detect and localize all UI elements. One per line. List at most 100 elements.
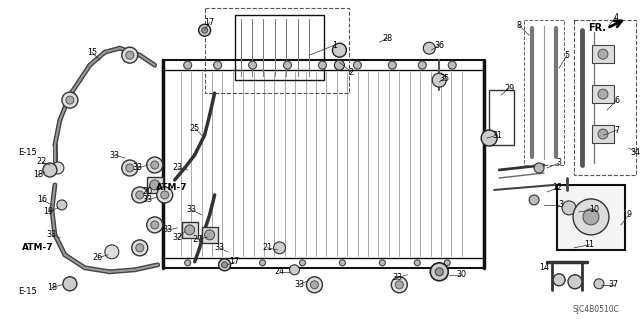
Text: 15: 15 <box>87 48 97 57</box>
Circle shape <box>157 187 173 203</box>
Text: 33: 33 <box>110 151 120 160</box>
Circle shape <box>273 242 285 254</box>
Bar <box>182 222 198 238</box>
Text: 1: 1 <box>332 41 337 50</box>
Circle shape <box>529 195 539 205</box>
Text: 33: 33 <box>143 196 153 204</box>
Circle shape <box>122 160 138 176</box>
Circle shape <box>307 277 323 293</box>
Circle shape <box>414 260 420 266</box>
Circle shape <box>319 61 326 69</box>
Circle shape <box>448 61 456 69</box>
Circle shape <box>432 73 446 87</box>
Circle shape <box>161 191 169 199</box>
Circle shape <box>598 89 608 99</box>
Text: 18: 18 <box>47 283 57 292</box>
Circle shape <box>43 163 57 177</box>
Text: 11: 11 <box>584 240 594 249</box>
Text: 18: 18 <box>33 170 43 180</box>
Bar <box>235 15 324 80</box>
Circle shape <box>435 268 444 276</box>
Circle shape <box>391 277 407 293</box>
Text: 22: 22 <box>37 158 47 167</box>
Text: 24: 24 <box>275 267 285 276</box>
Text: 33: 33 <box>47 230 57 239</box>
Text: SJC4B0510C: SJC4B0510C <box>572 305 619 314</box>
Circle shape <box>214 61 221 69</box>
Text: 14: 14 <box>539 263 549 272</box>
Text: 7: 7 <box>614 126 620 135</box>
Circle shape <box>66 96 74 104</box>
Circle shape <box>136 191 144 199</box>
Circle shape <box>598 129 608 139</box>
Text: 29: 29 <box>504 84 515 93</box>
Text: 12: 12 <box>552 183 562 192</box>
Circle shape <box>62 92 78 108</box>
Text: 23: 23 <box>173 163 183 173</box>
Circle shape <box>481 130 497 146</box>
Circle shape <box>105 245 119 259</box>
Text: 25: 25 <box>189 123 200 133</box>
Text: E-15: E-15 <box>19 147 37 157</box>
Text: 33: 33 <box>392 273 403 282</box>
Circle shape <box>205 230 214 240</box>
Text: 13: 13 <box>554 200 564 209</box>
Bar <box>524 20 564 165</box>
Text: 28: 28 <box>382 34 392 43</box>
Text: ATM-7: ATM-7 <box>22 243 54 252</box>
Bar <box>557 185 625 250</box>
Text: 10: 10 <box>589 205 599 214</box>
Circle shape <box>198 24 211 36</box>
Bar <box>205 8 349 93</box>
Circle shape <box>594 279 604 289</box>
Circle shape <box>423 42 435 54</box>
Text: 8: 8 <box>516 21 522 30</box>
Circle shape <box>380 260 385 266</box>
Circle shape <box>151 161 159 169</box>
Bar <box>592 85 614 103</box>
Bar <box>489 90 514 145</box>
Text: 9: 9 <box>627 211 632 219</box>
Text: 32: 32 <box>173 234 183 242</box>
Circle shape <box>126 51 134 59</box>
Circle shape <box>184 61 191 69</box>
Circle shape <box>310 281 319 289</box>
Text: 33: 33 <box>214 243 225 252</box>
Circle shape <box>353 61 362 69</box>
Text: 2: 2 <box>349 68 354 77</box>
Circle shape <box>147 157 163 173</box>
Bar <box>592 45 614 63</box>
Circle shape <box>132 240 148 256</box>
Text: 4: 4 <box>614 13 618 22</box>
Circle shape <box>57 200 67 210</box>
Circle shape <box>147 217 163 233</box>
Circle shape <box>221 262 228 268</box>
Text: 21: 21 <box>262 243 273 252</box>
Text: 27: 27 <box>193 235 203 244</box>
Circle shape <box>335 60 344 70</box>
Text: 33: 33 <box>132 163 143 173</box>
Circle shape <box>583 209 599 225</box>
Circle shape <box>444 260 450 266</box>
Bar <box>202 227 218 243</box>
Circle shape <box>388 61 396 69</box>
Text: 37: 37 <box>609 280 619 289</box>
Text: 35: 35 <box>439 74 449 83</box>
Circle shape <box>185 225 195 235</box>
Bar <box>574 20 636 175</box>
Text: 5: 5 <box>564 51 570 60</box>
Text: 19: 19 <box>43 207 53 216</box>
Text: 34: 34 <box>631 147 640 157</box>
Text: 26: 26 <box>93 253 103 262</box>
Circle shape <box>289 265 300 275</box>
Circle shape <box>568 275 582 289</box>
Circle shape <box>284 61 291 69</box>
Text: E-15: E-15 <box>19 287 37 296</box>
Circle shape <box>419 61 426 69</box>
Text: 17: 17 <box>230 257 239 266</box>
Text: ATM-7: ATM-7 <box>156 183 188 192</box>
Circle shape <box>151 221 159 229</box>
Circle shape <box>430 263 448 281</box>
Text: 33: 33 <box>294 280 305 289</box>
Circle shape <box>562 201 576 215</box>
